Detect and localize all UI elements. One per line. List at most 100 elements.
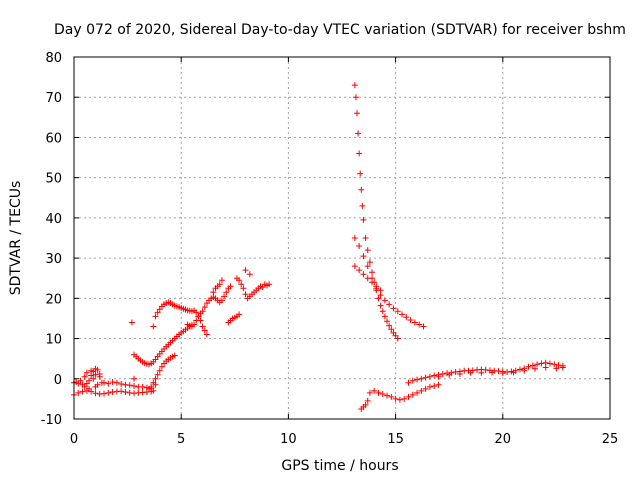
- data-point: [538, 360, 545, 367]
- data-point: [384, 392, 391, 399]
- data-point: [399, 311, 406, 318]
- data-point: [118, 381, 125, 388]
- data-point: [364, 275, 371, 282]
- data-point: [92, 390, 99, 397]
- x-tick-label: 5: [177, 432, 185, 447]
- data-point: [128, 319, 135, 326]
- data-point: [394, 335, 401, 342]
- series-13: [351, 263, 384, 294]
- data-point: [266, 281, 273, 288]
- data-point: [559, 364, 566, 371]
- data-point: [418, 387, 425, 394]
- data-point: [534, 361, 541, 368]
- data-point: [105, 380, 112, 387]
- data-point: [409, 391, 416, 398]
- data-point: [218, 277, 225, 284]
- data-point: [236, 311, 243, 318]
- data-point: [384, 318, 391, 325]
- data-point: [431, 372, 438, 379]
- data-point: [386, 301, 393, 308]
- data-point: [152, 375, 159, 382]
- axis-ticks: [73, 56, 611, 420]
- data-point: [358, 186, 365, 193]
- data-point: [236, 277, 243, 284]
- series-9: [210, 277, 243, 326]
- data-point: [422, 374, 429, 381]
- data-point: [456, 370, 463, 377]
- data-point: [381, 297, 388, 304]
- data-point: [227, 283, 234, 290]
- data-point: [360, 253, 367, 260]
- data-point: [405, 393, 412, 400]
- data-point: [478, 369, 485, 376]
- data-point: [113, 379, 120, 386]
- y-tick-label: 20: [45, 292, 62, 307]
- data-point: [105, 389, 112, 396]
- data-point: [369, 279, 376, 286]
- grid: [74, 57, 610, 419]
- x-tick-labels: 0 5 10 15 20 25: [70, 432, 618, 447]
- data-point: [422, 385, 429, 392]
- y-tick-label: -10: [41, 413, 62, 428]
- data-point: [357, 170, 364, 177]
- data-point: [396, 396, 403, 403]
- data-point: [201, 304, 208, 311]
- data-point: [197, 317, 204, 324]
- data-point: [375, 295, 382, 302]
- series-16: [435, 364, 566, 380]
- data-point: [101, 379, 108, 386]
- data-point: [553, 365, 560, 372]
- data-point: [92, 365, 99, 372]
- data-point: [516, 366, 523, 373]
- data-point: [131, 375, 138, 382]
- data-point: [109, 378, 116, 385]
- data-point: [75, 389, 82, 396]
- series-8: [191, 307, 210, 338]
- data-point: [551, 361, 558, 368]
- data-point: [92, 383, 99, 390]
- y-tick-label: 50: [45, 172, 62, 187]
- data-point: [242, 267, 249, 274]
- x-tick-label: 10: [280, 432, 297, 447]
- y-tick-labels: -10 0 10 20 30 40 50 60 70 80: [41, 51, 62, 428]
- data-point: [377, 287, 384, 294]
- data-point: [394, 308, 401, 315]
- data-point: [354, 110, 361, 117]
- data-point: [221, 293, 228, 300]
- data-point: [366, 259, 373, 266]
- series-7: [184, 283, 234, 330]
- data-point: [238, 281, 245, 288]
- data-point: [242, 291, 249, 298]
- data-points: [71, 82, 566, 412]
- data-point: [388, 393, 395, 400]
- series-11: [351, 82, 401, 342]
- data-point: [431, 383, 438, 390]
- data-point: [555, 362, 562, 369]
- series-1: [71, 365, 105, 392]
- data-point: [403, 314, 410, 321]
- data-point: [401, 395, 408, 402]
- y-tick-label: 60: [45, 131, 62, 146]
- data-point: [77, 377, 84, 384]
- data-point: [381, 313, 388, 320]
- data-point: [418, 375, 425, 382]
- data-point: [352, 94, 359, 101]
- data-point: [416, 321, 423, 328]
- series-0: [71, 387, 157, 398]
- data-point: [359, 202, 366, 209]
- data-point: [201, 327, 208, 334]
- data-point: [499, 370, 506, 377]
- data-point: [525, 363, 532, 370]
- data-point: [210, 289, 217, 296]
- data-point: [364, 247, 371, 254]
- data-point: [411, 319, 418, 326]
- data-point: [371, 387, 378, 394]
- data-point: [218, 297, 225, 304]
- data-point: [426, 373, 433, 380]
- data-point: [405, 379, 412, 386]
- data-point: [152, 313, 159, 320]
- y-tick-label: 70: [45, 91, 62, 106]
- data-point: [360, 271, 367, 278]
- data-point: [92, 371, 99, 378]
